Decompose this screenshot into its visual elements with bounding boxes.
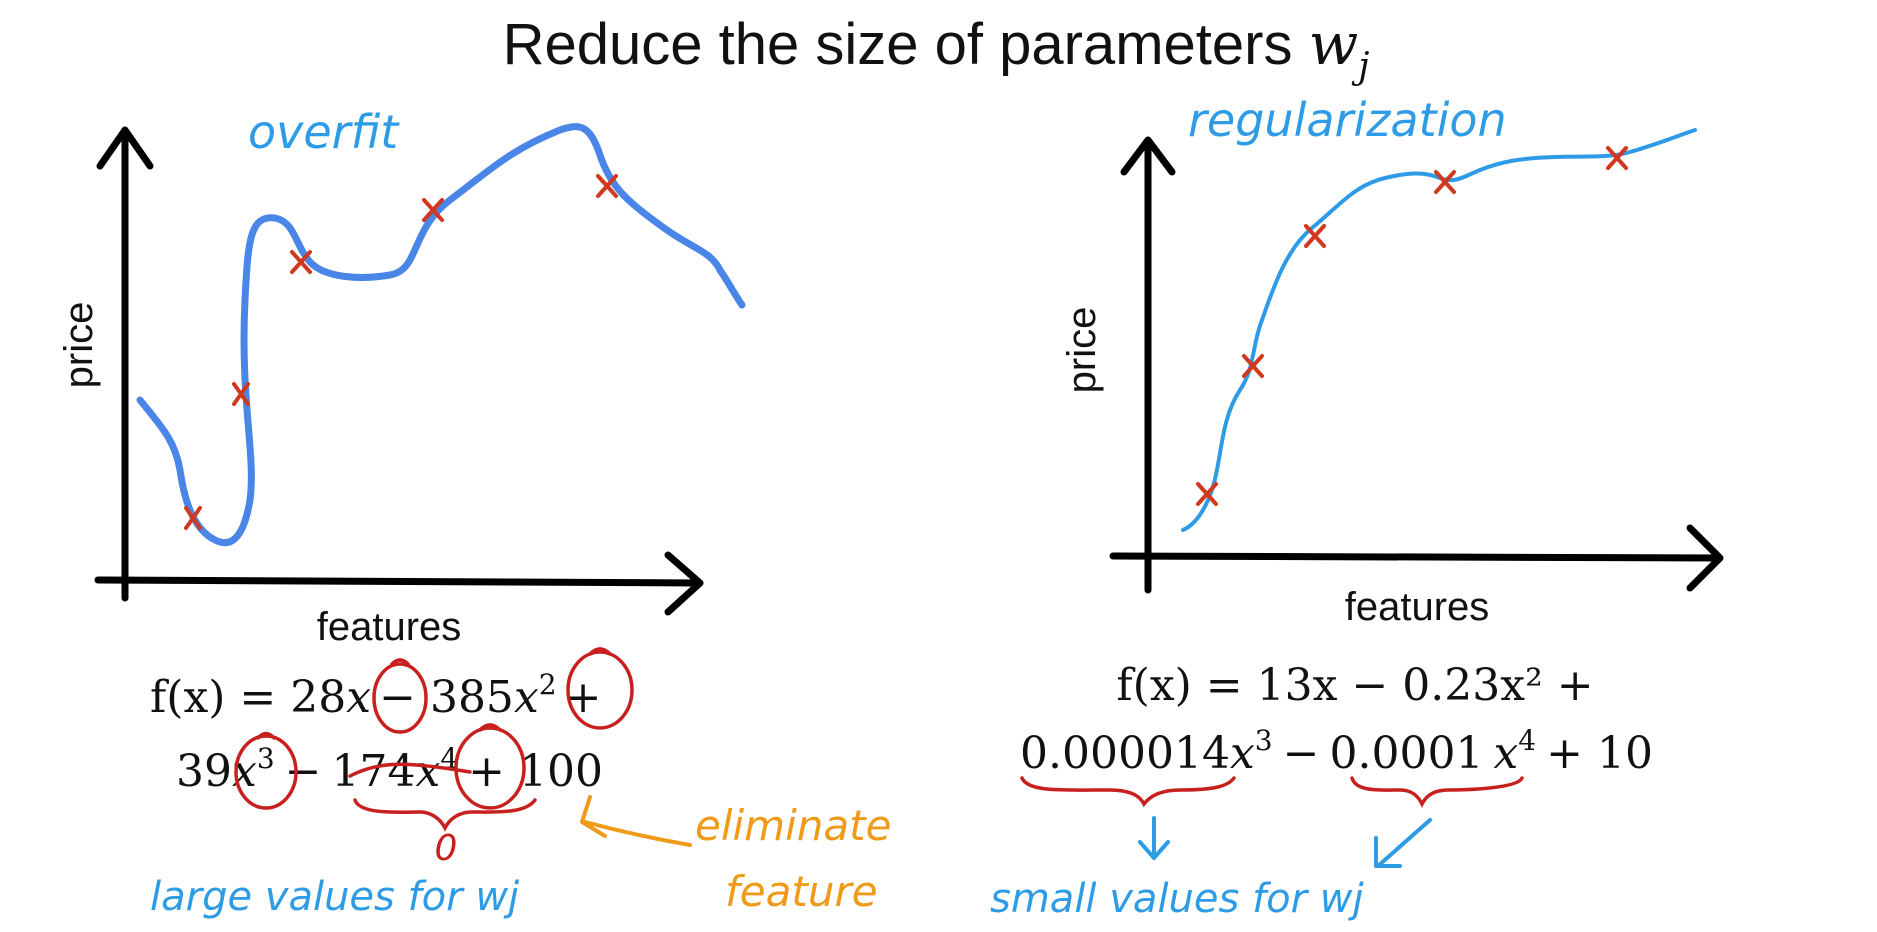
eq2-left-x4: x [416, 746, 441, 797]
left-bottom-note: large values for wj [150, 874, 520, 920]
cross-mark-icon [1242, 354, 1264, 378]
eq2-left-x3-sup: 3 [257, 742, 275, 775]
arrow-icon [580, 795, 692, 847]
cross-mark-icon [1304, 224, 1326, 248]
eliminate-arrow [580, 795, 692, 847]
cross-mark-icon [1606, 146, 1628, 170]
eq2-right-plus10: + 10 [1546, 728, 1653, 779]
eq1-left-part3: − 385 [379, 672, 514, 723]
eq2-left-39: 39 [176, 746, 232, 797]
eq2-right-x3: x [1230, 728, 1255, 779]
arrow-icon [1138, 816, 1170, 860]
right-arrows [1138, 816, 1432, 868]
zero-annotation: 0 [435, 828, 458, 869]
cross-mark-icon [184, 506, 202, 530]
brace-under-term [353, 798, 537, 832]
right-bottom-note: small values for wj [990, 876, 1365, 922]
slide-title: Reduce the size of parameters wj [503, 10, 1370, 87]
left-graph: overfit price features [57, 105, 746, 649]
circle-x-term [372, 662, 428, 734]
right-equation: f(x) = 13x − 0.23x² + 0.000014x3−0.0001 x… [990, 660, 1653, 922]
strike-through-174 [348, 762, 472, 778]
circle-x2-term-tab [588, 647, 612, 656]
eq1-left-part1: f(x) = 28 [150, 672, 346, 723]
left-data-points [184, 174, 618, 530]
circle-x-term-tab [390, 658, 410, 666]
eq2-right-minus: − [1283, 728, 1320, 779]
circle-x3-term-tab [256, 731, 276, 740]
circle-x4-term-tab [478, 723, 502, 732]
left-y-axis-label: price [57, 302, 101, 389]
eq1-left-x: x [346, 672, 371, 723]
cross-mark-icon [290, 250, 312, 274]
right-x-axis-arrow [1109, 524, 1724, 592]
right-data-points [1196, 146, 1628, 506]
eliminate-note-line1: eliminate [695, 801, 891, 850]
title-text: Reduce the size of parameters [503, 12, 1309, 77]
circle-x2-term [566, 650, 634, 730]
arrow-icon [1374, 818, 1432, 868]
brace-under-coef3 [1020, 776, 1236, 808]
eq1-left-plus: + [565, 672, 602, 723]
right-equation-line1: f(x) = 13x − 0.23x² + [1116, 660, 1593, 711]
eq2-right-x4: x [1493, 728, 1518, 779]
left-equation-line2: 39x3−174x4 + 100 [176, 742, 603, 797]
eq2-left-plus100: + 100 [468, 746, 603, 797]
right-y-axis-label: price [1060, 307, 1104, 394]
left-term-circles [234, 647, 634, 832]
eq2-right-coef4: 0.0001 [1329, 728, 1483, 779]
left-x-axis-label: features [317, 605, 462, 649]
left-equation: f(x) = 28x − 385x2 + 39x3−174x4 + 100 0 eli… [150, 647, 891, 920]
cross-mark-icon [1196, 482, 1218, 506]
right-x-axis-label: features [1345, 585, 1490, 629]
left-equation-line1: f(x) = 28x − 385x2 + [150, 668, 601, 723]
eq2-right-x4-sup: 4 [1518, 724, 1536, 757]
eq2-right-coef3: 0.000014 [1020, 728, 1230, 779]
eq1-left-x2: x [514, 672, 539, 723]
cross-mark-icon [596, 174, 618, 198]
cross-mark-icon [232, 382, 250, 406]
cross-mark-icon [422, 198, 444, 222]
left-x-axis-arrow [94, 551, 704, 616]
eq2-left-174: 174 [332, 746, 416, 797]
regularized-curve [1181, 128, 1697, 532]
brace-under-coef4 [1350, 776, 1524, 808]
eq2-right-x3-sup: 3 [1255, 724, 1273, 757]
overfit-curve [136, 123, 746, 546]
left-y-axis-arrow [96, 126, 154, 602]
right-y-axis-arrow [1120, 136, 1176, 594]
right-equation-line2: 0.000014x3−0.0001 x4 + 10 [1020, 724, 1653, 779]
right-graph: regularization price features [1060, 93, 1724, 629]
right-braces [1020, 776, 1524, 808]
title-var: w [1309, 10, 1359, 78]
right-annotation-regularization: regularization [1188, 93, 1507, 147]
left-annotation-overfit: overfit [248, 105, 400, 159]
eq1-left-x2-sup: 2 [539, 668, 557, 701]
eliminate-note-line2: feature [725, 867, 878, 916]
cross-mark-icon [1434, 170, 1456, 194]
circle-x3-term [234, 734, 298, 810]
